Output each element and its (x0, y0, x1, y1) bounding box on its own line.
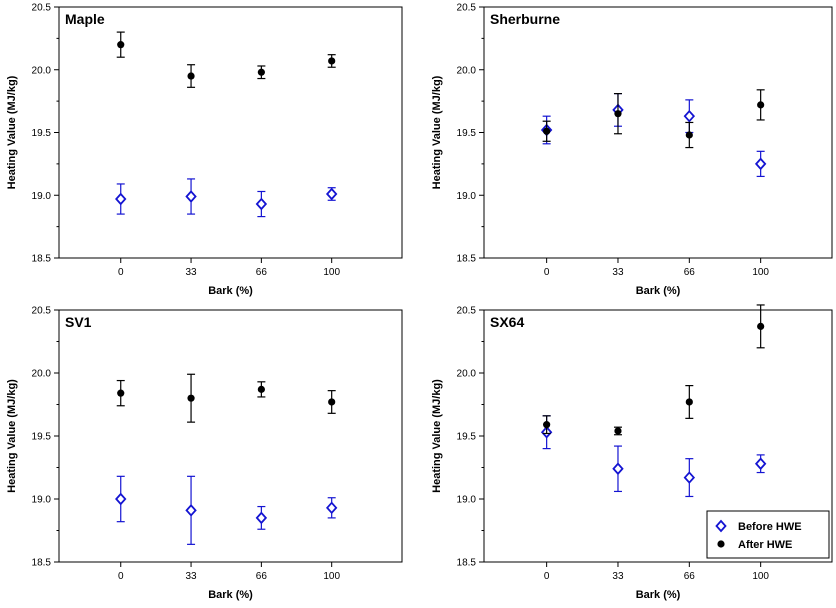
plot-frame (58, 309, 403, 563)
y-axis-label: Heating Value (MJ/kg) (431, 75, 443, 189)
panel-title: Maple (65, 11, 105, 27)
data-point-before (683, 471, 696, 484)
y-tick-label: 20.5 (457, 3, 477, 14)
y-tick-label: 20.0 (32, 369, 52, 380)
series-before-hwe (540, 415, 767, 498)
panel-sherburne: Sherburne 18.5 19.0 19.5 20.0 20.5 0 33 66 100 Bar… (431, 3, 833, 297)
series-before-hwe (115, 178, 338, 218)
data-point-after (685, 131, 693, 139)
legend-marker-before (715, 519, 727, 533)
y-tick-label: 20.0 (32, 65, 52, 76)
data-point-after (614, 110, 622, 118)
data-point-before (185, 503, 197, 517)
panel-title: SV1 (65, 314, 92, 330)
x-axis-label: Bark (%) (636, 589, 681, 601)
x-tick-label: 33 (612, 571, 624, 582)
data-point-before (325, 187, 338, 201)
y-axis-label: Heating Value (MJ/kg) (6, 75, 18, 189)
y-tick-label: 20.5 (32, 306, 52, 317)
data-point-after (187, 72, 195, 80)
series-before-hwe (540, 92, 767, 178)
data-point-before (754, 457, 767, 471)
data-point-after (328, 57, 336, 65)
data-point-before (612, 462, 624, 476)
data-point-before (683, 109, 696, 123)
y-tick-label: 19.5 (457, 432, 477, 443)
series-after-hwe (542, 89, 765, 149)
legend: Before HWE After HWE (706, 510, 830, 559)
y-tick-label: 19.5 (32, 432, 52, 443)
y-tick-label: 19.0 (32, 495, 52, 506)
y-tick-label: 18.5 (32, 558, 52, 569)
panel-maple: Maple 18.5 19.0 19.5 20.0 20.5 0 33 66 100 Bark (%… (6, 3, 403, 297)
y-tick-label: 18.5 (457, 254, 477, 265)
y-tick-label: 20.0 (457, 65, 477, 76)
legend-marker-after (717, 540, 725, 548)
x-tick-label: 66 (256, 267, 268, 278)
legend-label: Before HWE (738, 521, 802, 533)
legend-label: After HWE (738, 539, 792, 551)
x-tick-label: 33 (185, 571, 197, 582)
data-point-after (614, 427, 622, 435)
y-axis-label: Heating Value (MJ/kg) (431, 379, 443, 493)
x-tick-label: 66 (256, 571, 268, 582)
x-axis-label: Bark (%) (636, 285, 681, 297)
data-point-after (543, 421, 551, 429)
x-tick-label: 100 (752, 267, 769, 278)
y-tick-label: 19.5 (32, 128, 52, 139)
y-tick-label: 19.0 (32, 191, 52, 202)
data-point-after (257, 385, 265, 393)
y-tick-label: 19.0 (457, 191, 477, 202)
y-tick-label: 20.5 (457, 306, 477, 317)
legend-box (706, 510, 830, 559)
y-tick-label: 19.0 (457, 495, 477, 506)
x-axis-label: Bark (%) (208, 285, 253, 297)
panel-title: SX64 (490, 314, 524, 330)
x-tick-label: 100 (752, 571, 769, 582)
series-after-hwe (542, 304, 765, 436)
y-axis-label: Heating Value (MJ/kg) (6, 379, 18, 493)
y-tick-label: 20.5 (32, 3, 52, 14)
data-point-after (757, 322, 765, 330)
y-tick-label: 19.5 (457, 128, 477, 139)
panel-sx64: SX64 18.5 19.0 19.5 20.0 20.5 0 33 66 100 Bark (%)… (431, 304, 833, 601)
x-tick-label: 100 (323, 571, 340, 582)
x-tick-label: 0 (118, 267, 124, 278)
plot-frame (483, 6, 833, 259)
x-tick-label: 100 (323, 267, 340, 278)
data-point-after (117, 41, 125, 49)
data-point-after (757, 101, 765, 109)
y-tick-label: 18.5 (457, 558, 477, 569)
data-point-after (257, 68, 265, 76)
series-before-hwe (115, 475, 338, 545)
x-tick-label: 66 (684, 267, 696, 278)
x-tick-label: 33 (185, 267, 197, 278)
data-point-before (115, 192, 127, 206)
x-tick-label: 0 (544, 571, 550, 582)
y-tick-label: 20.0 (457, 369, 477, 380)
data-point-before (325, 501, 338, 515)
y-tick-label: 18.5 (32, 254, 52, 265)
x-axis-label: Bark (%) (208, 589, 253, 601)
data-point-before (255, 197, 268, 211)
data-point-after (117, 389, 125, 397)
data-point-after (543, 127, 551, 135)
series-after-hwe (116, 31, 336, 88)
data-point-after (328, 398, 336, 406)
x-tick-label: 66 (684, 571, 696, 582)
plot-frame (58, 6, 403, 259)
x-tick-label: 0 (544, 267, 550, 278)
data-point-after (187, 394, 195, 402)
data-point-after (685, 398, 693, 406)
panel-title: Sherburne (490, 11, 560, 27)
x-tick-label: 0 (118, 571, 124, 582)
data-point-before (754, 157, 767, 171)
x-tick-label: 33 (612, 267, 624, 278)
data-point-before (255, 511, 268, 525)
series-after-hwe (116, 373, 336, 423)
data-point-before (115, 492, 127, 506)
data-point-before (185, 190, 197, 203)
panel-sv1: SV1 18.5 19.0 19.5 20.0 20.5 0 33 66 100 Bark (%) H… (6, 306, 403, 601)
